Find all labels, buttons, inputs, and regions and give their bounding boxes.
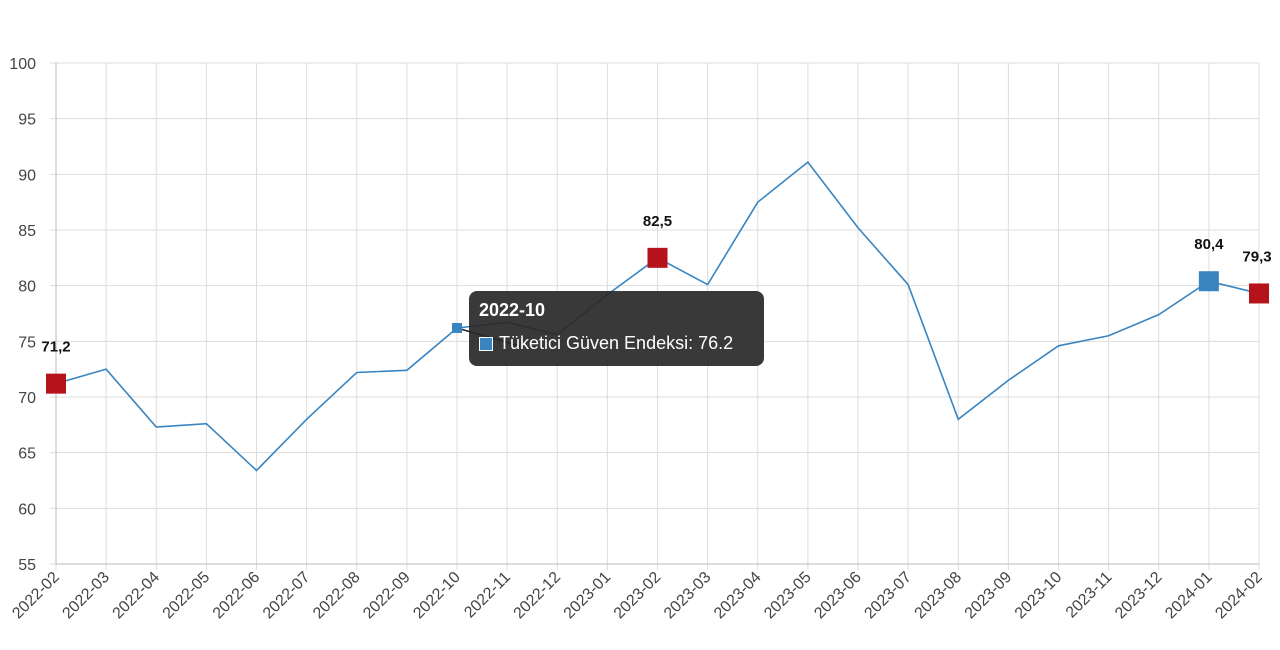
- x-tick-label: 2023-02: [611, 569, 665, 623]
- x-tick-label: 2022-11: [461, 569, 514, 622]
- tooltip-point: [452, 322, 462, 333]
- marker-square: [46, 373, 66, 394]
- y-tick-label: 95: [18, 112, 36, 129]
- y-tick-label: 90: [18, 167, 36, 184]
- x-tick-label: 2023-08: [912, 569, 966, 623]
- tooltip-title: 2022-10: [479, 300, 546, 320]
- x-tick-label: 2023-10: [1012, 569, 1066, 623]
- x-tick-label: 2022-08: [310, 569, 364, 623]
- x-tick-label: 2023-04: [711, 569, 765, 623]
- x-tick-label: 2023-03: [661, 569, 715, 623]
- data-label: 79,3: [1242, 248, 1271, 265]
- x-tick-label: 2023-09: [962, 569, 1016, 623]
- marker-square: [1249, 283, 1269, 304]
- marker-square: [1198, 271, 1219, 292]
- x-tick-label: 2023-11: [1063, 569, 1116, 622]
- x-tick-label: 2022-10: [410, 569, 464, 623]
- markers: [46, 247, 1269, 394]
- x-tick-label: 2024-01: [1162, 569, 1216, 623]
- y-tick-label: 65: [18, 446, 36, 463]
- y-tick-label: 100: [9, 56, 36, 73]
- x-tick-label: 2023-06: [811, 569, 865, 623]
- data-labels: 71,2 82,5 80,4 79,3: [41, 213, 1271, 356]
- data-label: 80,4: [1194, 236, 1224, 253]
- chart-tooltip: 2022-10 Tüketici Güven Endeksi: 76.2: [469, 291, 764, 366]
- tooltip-text: Tüketici Güven Endeksi: 76.2: [499, 333, 734, 353]
- data-label: 82,5: [643, 213, 672, 230]
- y-tick-label: 80: [18, 279, 36, 296]
- tooltip-swatch-icon: [479, 336, 493, 351]
- x-tick-label: 2022-06: [210, 569, 264, 623]
- y-tick-label: 85: [18, 223, 36, 240]
- tooltip-row: Tüketici Güven Endeksi: 76.2: [479, 333, 754, 354]
- x-tick-label: 2024-02: [1212, 569, 1266, 623]
- x-tick-label: 2022-07: [260, 569, 314, 623]
- y-tick-label: 75: [18, 334, 36, 351]
- x-tick-label: 2023-07: [861, 569, 915, 623]
- x-tick-label: 2023-12: [1112, 569, 1166, 623]
- y-tick-label: 60: [18, 501, 36, 518]
- x-tick-label: 2023-05: [761, 569, 815, 623]
- y-tick-label: 70: [18, 390, 36, 407]
- data-label: 71,2: [41, 339, 70, 356]
- x-tick-label: 2022-04: [110, 569, 164, 623]
- x-tick-label: 2022-09: [360, 569, 414, 623]
- y-tick-label: 55: [18, 557, 36, 574]
- x-tick-label: 2022-05: [160, 569, 214, 623]
- x-tick-label: 2022-02: [9, 569, 63, 623]
- x-tick-label: 2022-03: [59, 569, 113, 623]
- x-tick-label: 2023-01: [561, 569, 615, 623]
- marker-square: [647, 247, 668, 268]
- x-tick-label: 2022-12: [511, 569, 565, 623]
